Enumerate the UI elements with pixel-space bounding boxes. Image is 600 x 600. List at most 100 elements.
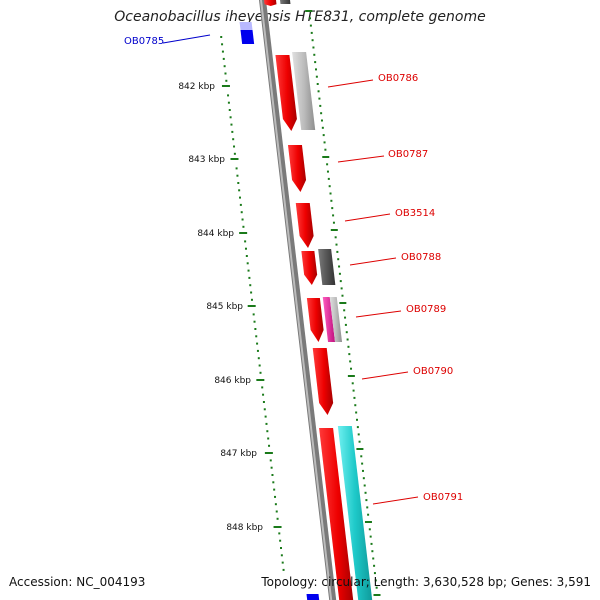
scale-tick [256,342,259,345]
scale-tick [233,152,236,155]
scale-tick [310,31,313,34]
scale-tick [228,109,231,111]
gene-feature-ob0787[interactable] [287,145,307,192]
scale-label: 845 kbp [206,302,243,312]
scale-tick [221,85,230,87]
scale-tick [329,192,332,195]
scale-tick [262,401,265,403]
gene-label-ob0786[interactable]: OB0786 [378,73,418,84]
genome-backbone [259,0,337,600]
scale-tick [255,335,258,338]
gene-feature-ob0791-cyan[interactable] [337,426,373,600]
scale-tick [346,338,349,341]
gene-feature-top-red[interactable] [264,0,277,6]
scale-tick [314,61,317,64]
scale-tick [220,36,223,38]
gene-label-ob3514[interactable]: OB3514 [395,208,435,219]
scale-tick [363,484,366,487]
scale-tick [236,174,239,177]
scale-tick [244,247,247,250]
scale-tick [347,375,355,377]
scale-tick [262,393,265,396]
scale-tick [263,408,266,411]
scale-tick [355,418,358,421]
gene-feature-ob0788[interactable] [301,251,318,285]
scale-tick [266,430,269,433]
accession-text: Accession: NC_004193 [9,575,146,589]
scale-tick [372,557,375,560]
gene-feature-ob0785[interactable] [240,30,255,44]
scale-tick [374,579,377,582]
scale-tick [366,506,369,509]
scale-tick [332,221,335,224]
scale-tick [232,138,235,141]
gene-label-ob0789[interactable]: OB0789 [406,304,446,315]
gene-feature-ob0789-magenta[interactable] [322,297,336,342]
gene-label-ob0787[interactable]: OB0787 [388,149,428,160]
gene-label-ob0785[interactable]: OB0785 [124,36,164,47]
gene-features [239,0,373,600]
scale-tick [318,97,321,100]
scale-tick [327,177,330,180]
scale-tick [231,130,234,133]
scale-tick [339,280,342,283]
scale-tick [370,542,373,545]
scale-tick [278,532,281,535]
gene-feature-ob0791[interactable] [319,428,354,600]
scale-tick [279,539,282,542]
gene-label-ob0790[interactable]: OB0790 [413,366,453,377]
scale-tick [249,284,252,287]
scale-tick [350,367,353,370]
scale-tick [227,101,230,104]
scale-tick [229,116,232,119]
gene-label-ob0788[interactable]: OB0788 [401,252,441,263]
scale-tick [361,462,364,465]
scale-tick [369,535,372,538]
scale-tick [246,262,249,265]
scale-tick [311,39,314,42]
scale-tick [328,185,331,188]
scale-tick [334,236,337,239]
scale-tick [261,386,264,389]
scale-tick [330,199,333,202]
scale-tick [254,328,257,330]
scale-tick [364,521,372,523]
gene-feature-ob0786[interactable] [275,55,297,131]
scale-tick [335,243,338,246]
scale-tick [247,269,250,272]
scale-tick [248,276,251,279]
scale-tick [375,586,378,589]
scale-tick [338,265,341,268]
gene-feature-ob0788-dark[interactable] [318,249,336,285]
gene-feature-bottom-blue[interactable] [306,594,320,600]
scale-tick [338,272,341,275]
gene-feature-top-dark[interactable] [280,0,291,4]
scale-tick [282,568,285,571]
scale-tick [259,371,262,374]
scale-tick [239,203,242,206]
scale-tick [230,158,239,160]
scale-tick [305,10,313,12]
topology-text: Topology: circular; Length: 3,630,528 bp… [261,575,591,589]
gene-feature-ob3514[interactable] [295,203,314,248]
scale-tick [224,72,227,75]
scale-tick [273,526,282,528]
gene-feature-ob0789[interactable] [306,298,324,342]
scale-label: 846 kbp [214,376,251,386]
scale-tick [330,229,338,231]
gene-feature-ob0789-gray[interactable] [329,297,343,342]
scale-tick [360,455,363,458]
scale-tick [358,440,361,443]
gene-feature-ob0786-gray[interactable] [292,52,316,130]
gene-feature-ob0790[interactable] [312,348,334,415]
scale-tick [252,313,255,316]
scale-tick [239,196,242,199]
gene-label-ob0791[interactable]: OB0791 [423,492,463,503]
scale-tick [362,477,365,480]
gene-feature-ob0785-light[interactable] [239,22,253,30]
scale-tick [344,316,347,319]
scale-tick [274,503,277,506]
scale-tick [271,474,274,476]
gene-labels: OB0785 OB0786 OB0787 OB3514 OB0788 OB078… [124,34,463,505]
scale-tick [250,298,253,301]
